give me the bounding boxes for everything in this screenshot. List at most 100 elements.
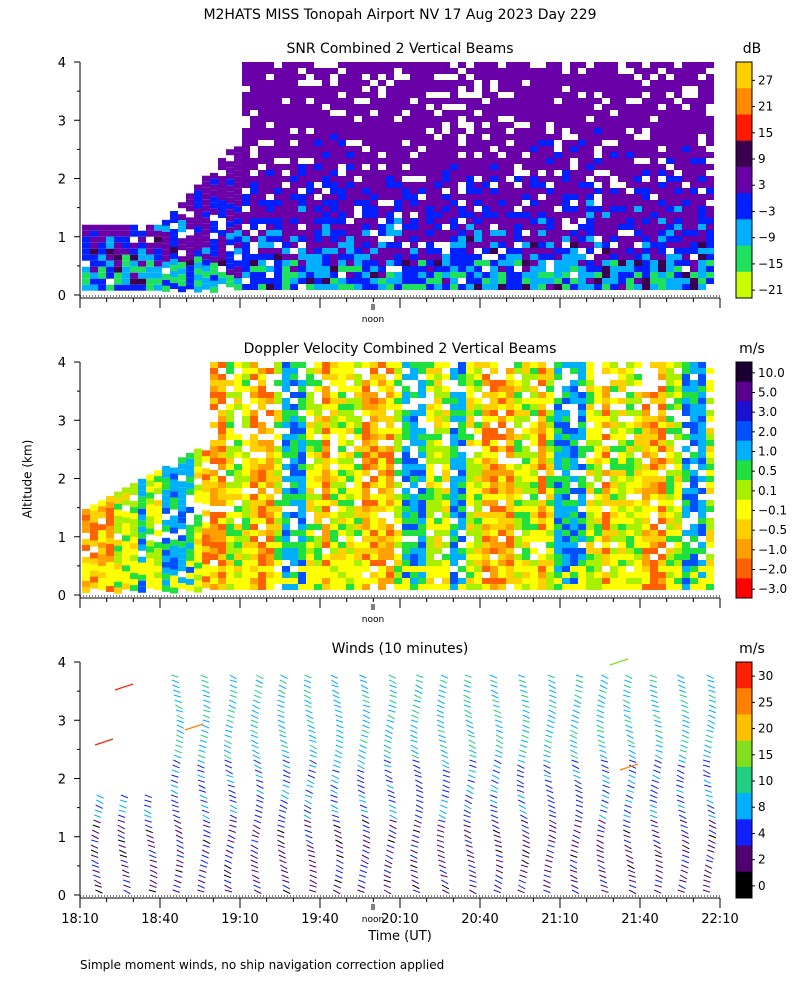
snr-cell [458, 242, 466, 248]
doppler-cell [482, 440, 490, 446]
snr-cell [274, 164, 282, 170]
wind-barb [91, 839, 99, 843]
snr-cell [170, 229, 178, 236]
snr-cell [370, 236, 378, 242]
doppler-cell [410, 548, 418, 554]
doppler-cell [218, 512, 226, 518]
snr-cell [370, 62, 378, 68]
doppler-cell [602, 422, 610, 428]
doppler-cell [434, 398, 442, 404]
wind-barb [383, 879, 391, 883]
doppler-cell [90, 504, 98, 511]
doppler-cell [514, 368, 522, 374]
wind-barb [359, 744, 367, 749]
wind-barb [332, 694, 340, 699]
doppler-cell [202, 540, 210, 547]
snr-cell [434, 254, 442, 260]
doppler-cell [578, 548, 586, 554]
doppler-cell [330, 404, 338, 410]
snr-cell [650, 176, 658, 182]
snr-cell [498, 272, 506, 278]
doppler-cell [554, 548, 562, 554]
doppler-cell [546, 458, 554, 464]
snr-cell [370, 68, 378, 74]
snr-cell [434, 68, 442, 74]
snr-cell [522, 236, 530, 242]
snr-cell [706, 140, 714, 146]
wind-barb [224, 884, 232, 890]
doppler-cell [402, 362, 410, 368]
snr-cell [338, 212, 346, 218]
doppler-cell [674, 476, 682, 482]
doppler-cell [370, 446, 378, 452]
doppler-cell [698, 512, 706, 518]
snr-cell [554, 260, 562, 266]
doppler-cell [362, 542, 370, 548]
doppler-cell [578, 410, 586, 416]
snr-cell [450, 80, 458, 86]
doppler-cell [570, 476, 578, 482]
snr-cell [442, 110, 450, 116]
doppler-cell [258, 512, 266, 518]
snr-cell [442, 80, 450, 86]
doppler-cell [410, 476, 418, 482]
snr-cell [250, 278, 258, 284]
snr-cell [578, 86, 586, 92]
doppler-cell [578, 494, 586, 500]
snr-cell [602, 110, 610, 116]
doppler-cell [426, 416, 434, 422]
snr-cell [650, 122, 658, 128]
doppler-cell [474, 536, 482, 542]
doppler-cell [450, 530, 458, 536]
snr-cell [274, 272, 282, 278]
snr-cell [290, 104, 298, 110]
snr-cell [626, 116, 634, 122]
doppler-cell [138, 526, 146, 533]
doppler-cell [378, 530, 386, 536]
doppler-cell [290, 368, 298, 374]
doppler-cell [234, 548, 242, 554]
snr-cell [554, 122, 562, 128]
doppler-cell [330, 494, 338, 500]
doppler-cell [482, 500, 490, 506]
snr-cell [602, 152, 610, 158]
page-title: M2HATS MISS Tonopah Airport NV 17 Aug 20… [203, 7, 597, 23]
snr-cell [562, 92, 570, 98]
doppler-cell [450, 416, 458, 422]
snr-cell [602, 116, 610, 122]
doppler-cell [290, 428, 298, 434]
doppler-cell [426, 548, 434, 554]
snr-cell [570, 236, 578, 242]
snr-cell [570, 86, 578, 92]
snr-cell [514, 284, 522, 290]
doppler-cell [530, 494, 538, 500]
snr-cell [498, 176, 506, 182]
wind-barb [171, 804, 179, 808]
snr-cell [706, 248, 714, 254]
doppler-cell [274, 530, 282, 536]
doppler-cell [82, 556, 90, 563]
doppler-cell [434, 410, 442, 416]
doppler-cell [186, 452, 194, 459]
doppler-cell [690, 398, 698, 404]
snr-cell [650, 236, 658, 242]
doppler-cell [314, 368, 322, 374]
snr-cell [666, 212, 674, 218]
doppler-cell [498, 578, 506, 584]
doppler-cell [690, 404, 698, 410]
doppler-cell [682, 470, 690, 476]
doppler-cell [266, 548, 274, 554]
snr-cell [586, 260, 594, 266]
snr-cell [218, 164, 226, 171]
doppler-cell [538, 380, 546, 386]
doppler-cell [226, 428, 234, 434]
doppler-cell [610, 548, 618, 554]
doppler-cell [106, 573, 114, 580]
doppler-cell [370, 518, 378, 524]
doppler-cell [458, 476, 466, 482]
doppler-cell [506, 374, 514, 380]
doppler-cell [682, 392, 690, 398]
doppler-cell [658, 476, 666, 482]
snr-cell [506, 104, 514, 110]
snr-cell [394, 134, 402, 140]
